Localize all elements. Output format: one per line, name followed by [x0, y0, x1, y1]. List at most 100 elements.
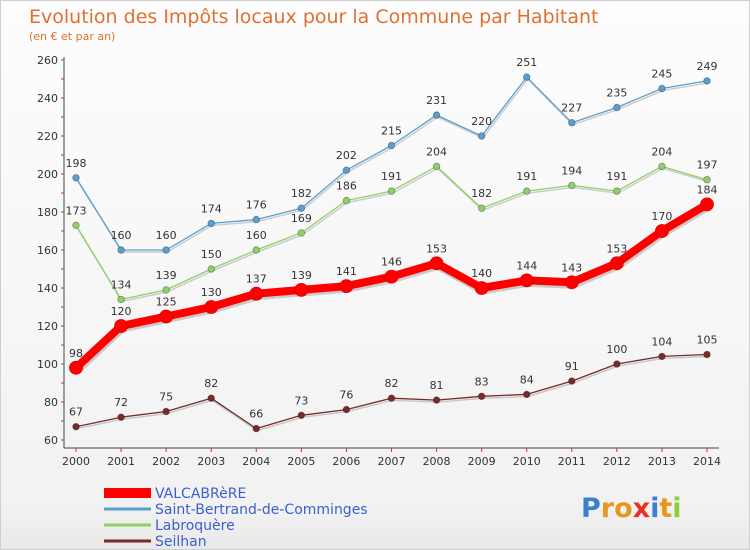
series-shadow [76, 78, 709, 253]
x-tick-label: 2008 [423, 455, 451, 468]
data-label: 160 [111, 229, 132, 242]
data-point [297, 204, 306, 212]
data-point [523, 73, 531, 81]
data-label: 251 [516, 56, 537, 69]
data-label: 215 [381, 125, 402, 138]
data-label: 82 [385, 377, 399, 390]
data-label: 140 [471, 267, 492, 280]
axes: 60 80 100 120 140 160 180 200 220 240 260 2000 2001 2… [37, 54, 721, 468]
data-label: 231 [426, 94, 447, 107]
data-label: 83 [475, 375, 489, 388]
data-label: 198 [66, 157, 87, 170]
data-point [387, 141, 396, 150]
data-label: 139 [156, 269, 177, 282]
data-point [294, 282, 309, 297]
data-point [207, 219, 215, 228]
data-point [252, 215, 260, 224]
y-tick-label: 60 [44, 434, 58, 447]
data-point [297, 411, 306, 419]
data-point [523, 390, 531, 399]
series-layer [69, 73, 714, 433]
data-label: 75 [159, 391, 173, 404]
data-label: 100 [606, 343, 627, 356]
data-label: 182 [291, 187, 312, 200]
data-label: 186 [336, 180, 357, 193]
data-point [519, 273, 534, 288]
data-point [564, 275, 579, 290]
data-point [703, 77, 711, 85]
data-point [339, 279, 354, 294]
data-label: 204 [651, 145, 672, 158]
x-tick-label: 2006 [332, 455, 360, 468]
data-label: 134 [111, 278, 132, 291]
y-tick-label: 180 [37, 206, 58, 219]
data-point [69, 360, 83, 375]
y-tick-label: 120 [37, 320, 58, 333]
data-label: 194 [561, 164, 582, 177]
x-tick-label: 2014 [693, 455, 721, 468]
data-point [613, 103, 621, 112]
data-point [703, 350, 711, 359]
data-label: 91 [565, 360, 579, 373]
data-label: 130 [201, 286, 222, 299]
data-label: 98 [69, 347, 83, 360]
data-point [72, 423, 80, 431]
data-label: 160 [156, 229, 177, 242]
data-label: 191 [606, 170, 627, 183]
data-label: 137 [246, 273, 267, 286]
data-label: 139 [291, 269, 312, 282]
data-label: 143 [561, 261, 582, 274]
data-point [432, 396, 441, 404]
data-label: 120 [111, 305, 132, 318]
data-labels: 198 160 160 174 176 182 202 215 231 220 251 227 235 2… [66, 56, 718, 421]
data-point [117, 295, 125, 304]
data-label: 144 [516, 259, 537, 272]
data-label: 81 [430, 379, 444, 392]
x-tick-label: 2007 [378, 455, 406, 468]
data-point [162, 246, 170, 254]
data-point [204, 300, 219, 314]
legend-label: Seilhan [155, 534, 207, 549]
data-label: 146 [381, 256, 402, 269]
data-label: 184 [697, 183, 718, 196]
data-point [658, 352, 666, 361]
data-point [429, 256, 444, 271]
data-label: 72 [114, 396, 128, 409]
data-label: 220 [471, 115, 492, 128]
legend-label: Saint-Bertrand-de-Comminges [155, 502, 368, 518]
data-label: 174 [201, 202, 222, 215]
y-tick-label: 260 [37, 54, 58, 67]
x-tick-label: 2004 [242, 455, 270, 468]
data-point [384, 269, 399, 284]
y-tick-label: 240 [37, 92, 58, 105]
y-tick-label: 80 [44, 396, 58, 409]
data-point [159, 309, 174, 324]
data-label: 227 [561, 102, 582, 115]
data-label: 202 [336, 149, 357, 162]
data-label: 249 [697, 60, 718, 73]
x-tick-label: 2003 [197, 455, 225, 468]
data-point [703, 175, 711, 184]
data-point [342, 405, 351, 414]
data-point [568, 181, 576, 190]
data-label: 197 [697, 159, 718, 172]
x-tick-label: 2012 [603, 455, 631, 468]
x-tick-label: 2001 [107, 455, 135, 468]
data-label: 153 [426, 242, 447, 255]
data-point [387, 187, 396, 195]
x-tick-label: 2002 [152, 455, 180, 468]
y-tick-label: 140 [37, 282, 58, 295]
data-label: 84 [520, 373, 534, 386]
data-point [114, 319, 128, 333]
x-tick-label: 2011 [558, 455, 586, 468]
data-label: 160 [246, 229, 267, 242]
data-point [477, 132, 486, 140]
x-tick-label: 2005 [287, 455, 315, 468]
x-tick-label: 2009 [468, 455, 496, 468]
legend-label: Labroquère [155, 518, 235, 534]
data-point [477, 392, 486, 400]
data-point [72, 221, 80, 229]
data-label: 191 [516, 170, 537, 183]
data-point [249, 286, 264, 301]
